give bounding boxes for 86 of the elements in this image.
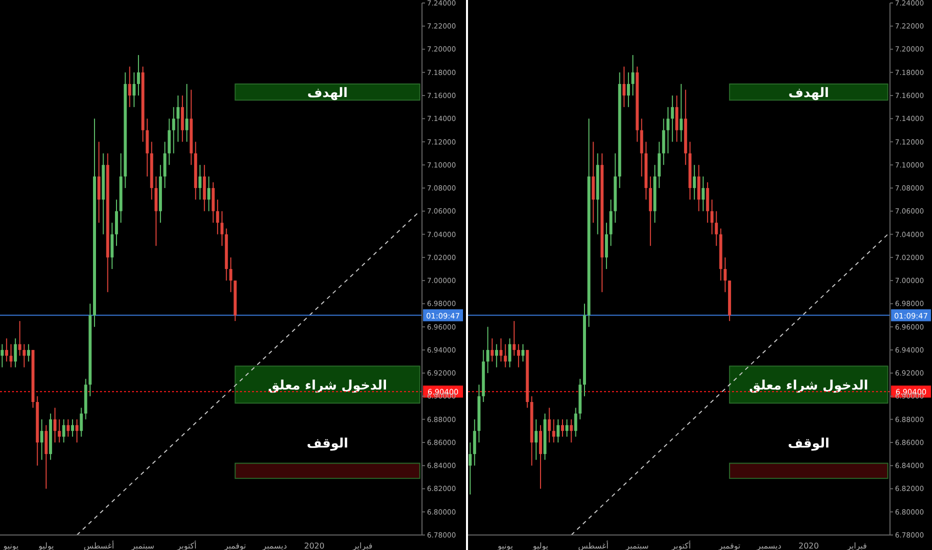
candlestick <box>9 344 12 368</box>
candlestick <box>180 95 184 142</box>
candlestick <box>66 418 70 438</box>
candlestick <box>220 210 224 246</box>
candlestick <box>675 95 678 142</box>
candlestick <box>570 418 573 443</box>
candlestick <box>552 418 556 443</box>
candlestick <box>631 54 634 96</box>
candlestick <box>185 83 188 142</box>
band-label: الهدف <box>307 86 348 102</box>
candlestick <box>80 407 83 438</box>
candlestick <box>706 182 710 224</box>
candlestick <box>473 418 476 466</box>
candlestick <box>5 338 8 362</box>
candlestick <box>486 326 490 374</box>
candlestick <box>14 338 17 368</box>
candlestick <box>163 141 166 189</box>
candlestick <box>512 320 516 356</box>
candlestick <box>508 338 512 368</box>
candlestick <box>710 199 714 235</box>
candlestick <box>22 344 26 368</box>
candlestick <box>44 424 48 490</box>
x-tick-label: 2020 <box>304 542 324 550</box>
band-label: الدخول شراء معلق <box>749 378 868 394</box>
candlestick <box>658 141 661 189</box>
candlestick <box>198 164 202 200</box>
candlestick <box>640 118 644 177</box>
candlestick <box>132 72 136 108</box>
candlestick <box>626 72 630 108</box>
candlestick <box>212 182 215 224</box>
candlestick <box>561 418 564 438</box>
candlestick <box>114 199 118 246</box>
candlestick <box>58 418 61 443</box>
candlestick <box>53 407 56 443</box>
candlestick <box>517 344 520 368</box>
candlestick <box>62 418 66 443</box>
candlestick <box>609 199 612 246</box>
candlestick <box>648 176 652 246</box>
candlestick <box>168 118 171 166</box>
candlestick <box>18 320 22 356</box>
candlestick <box>97 141 100 224</box>
candlestick <box>565 418 568 438</box>
candlestick <box>666 106 670 154</box>
candlestick <box>499 338 502 362</box>
candlestick <box>697 164 700 212</box>
candlestick <box>468 442 472 496</box>
candlestick <box>604 222 608 270</box>
candlestick <box>154 176 158 246</box>
candlestick <box>216 199 220 235</box>
candlestick <box>670 95 674 142</box>
candlestick <box>128 66 132 108</box>
candlestick <box>574 407 578 438</box>
candlestick <box>702 176 705 212</box>
candlestick <box>176 95 180 142</box>
candlestick <box>504 344 507 368</box>
candlestick <box>0 344 4 368</box>
candlestick <box>534 418 538 460</box>
candlestick <box>40 418 44 460</box>
candlestick <box>229 256 232 293</box>
candlestick <box>490 338 494 362</box>
x-tick-label: 2020 <box>798 542 819 550</box>
candlestick <box>146 118 149 177</box>
candlestick <box>172 106 176 154</box>
candlestick <box>110 222 114 270</box>
band-label: الوقف <box>788 436 830 452</box>
candlestick <box>539 424 542 490</box>
candlestick <box>680 83 683 142</box>
candlestick <box>548 407 551 443</box>
candlestick <box>495 344 498 368</box>
candlestick <box>622 66 626 108</box>
candlestick <box>136 54 140 96</box>
candlestick <box>27 344 30 362</box>
candlestick <box>692 164 696 200</box>
candlestick <box>207 176 210 212</box>
band-label: الوقف <box>306 436 348 452</box>
candlestick <box>521 344 524 362</box>
candlestick <box>71 418 74 438</box>
candlestick <box>556 418 560 443</box>
band-label: الدخول شراء معلق <box>268 378 388 394</box>
candlestick <box>592 141 595 224</box>
candlestick <box>714 210 718 246</box>
candlestick <box>75 418 78 443</box>
candlestick <box>662 118 666 166</box>
candlestick <box>724 256 727 293</box>
candlestick <box>202 164 206 212</box>
band-label: الهدف <box>788 86 829 102</box>
